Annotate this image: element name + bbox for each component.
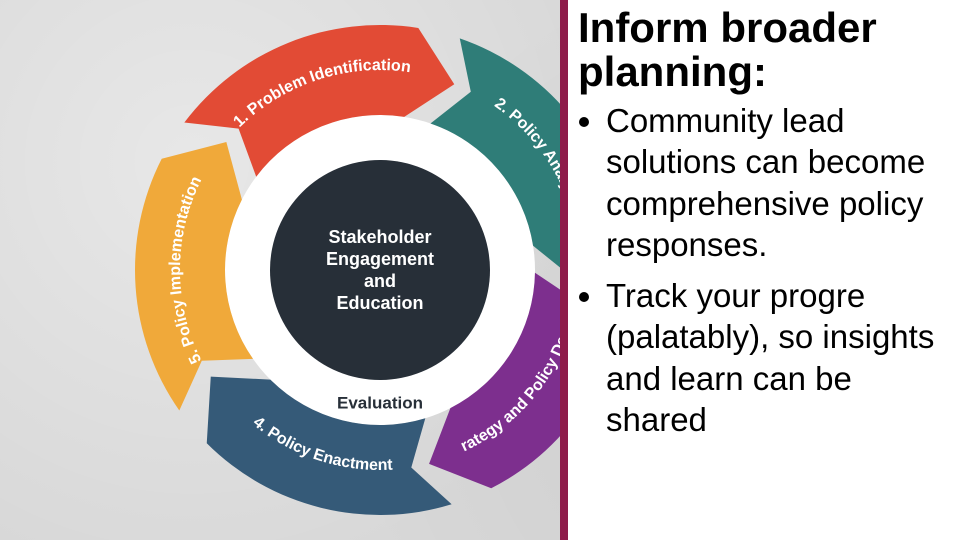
panel-title: Inform broader planning: xyxy=(578,6,950,94)
center-label-line: and xyxy=(364,271,396,291)
evaluation-label: Evaluation xyxy=(337,394,423,413)
center-label-line: Stakeholder xyxy=(328,227,431,247)
center-label-line: Education xyxy=(336,293,423,313)
text-panel: Inform broader planning: Community lead … xyxy=(560,0,960,540)
slide: 1. Problem Identification2. Policy Analy… xyxy=(0,0,960,540)
bullet-list: Community lead solutions can become comp… xyxy=(578,100,950,440)
center-circle xyxy=(270,160,490,380)
bullet-item: Track your progre (palatably), so insigh… xyxy=(606,275,950,440)
center-label-line: Engagement xyxy=(326,249,434,269)
bullet-item: Community lead solutions can become comp… xyxy=(606,100,950,265)
